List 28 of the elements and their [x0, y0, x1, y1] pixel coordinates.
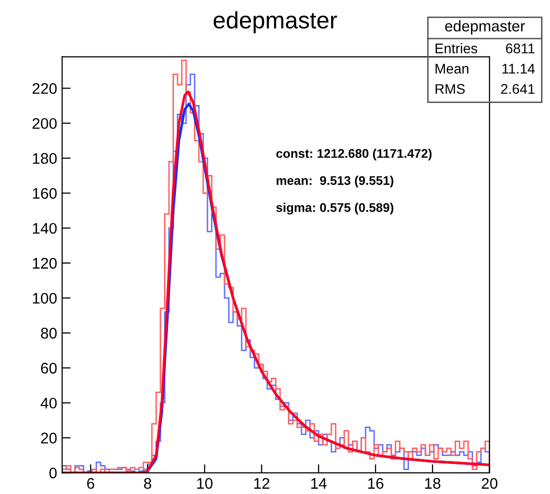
x-tick-label: 18 [425, 478, 440, 489]
y-tick-label: 20 [41, 432, 57, 444]
y-tick-label: 200 [32, 118, 57, 129]
y-tick-label: 0 [49, 468, 57, 478]
text: edepmaster [445, 20, 525, 35]
y-tick-label: 220 [32, 83, 57, 94]
y-tick-label: 40 [40, 398, 57, 409]
x-tick-label: 10 [197, 478, 212, 489]
y-tick-label: 140 [32, 222, 57, 234]
x-tick-label: 16 [368, 478, 384, 489]
y-tick-label: 100 [32, 292, 57, 304]
x-tick-label: 14 [311, 478, 327, 489]
annotation: sigma: 0.575 (0.589) [276, 202, 394, 214]
y-tick-label: 120 [32, 258, 57, 269]
y-tick-label: 60 [41, 362, 57, 374]
y-tick-label: 80 [40, 328, 57, 339]
x-tick-label: 8 [144, 478, 152, 489]
x-tick-label: 6 [87, 478, 94, 489]
annotation: const: 1212.680 (1171.472) [276, 148, 432, 160]
chart-title: edepmaster [214, 11, 337, 34]
text: RMS 2.641 [436, 84, 534, 94]
y-tick-label: 180 [32, 153, 57, 164]
annotation: mean: 9.513 (9.551) [276, 176, 394, 188]
x-tick-label: 20 [482, 478, 498, 489]
text: Mean 11.14 [436, 64, 535, 74]
x-tick-label: 12 [254, 478, 270, 489]
y-tick-label: 160 [32, 188, 57, 199]
text: Entries 6811 [436, 43, 534, 54]
